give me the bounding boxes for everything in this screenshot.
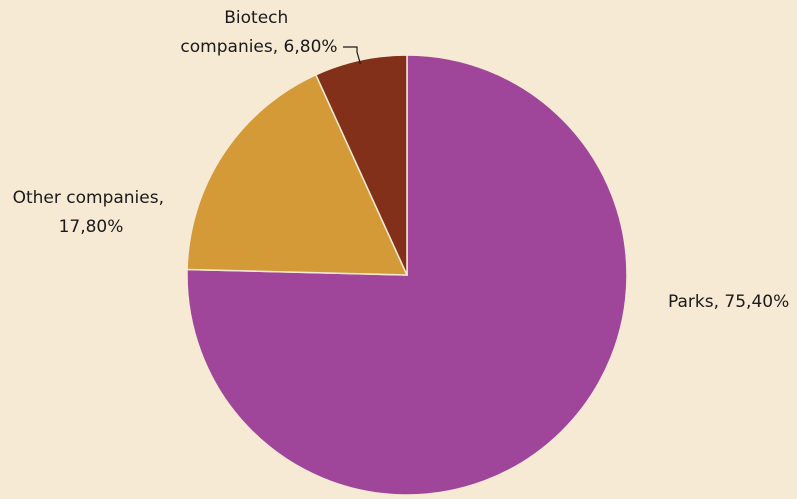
slice-label-parks: Parks, 75,40% — [668, 292, 789, 312]
slice-label-biotech-companies: Biotech companies, 6,80% — [180, 8, 337, 57]
slice-label-other-companies-line-2: 17,80% — [59, 217, 124, 237]
pie-slice-other-companies — [186, 73, 409, 276]
pie-slice-biotech-companies — [314, 54, 408, 276]
pie-slices — [186, 54, 628, 496]
slice-label-biotech-companies-line-1: Biotech — [224, 8, 288, 28]
biotech-leader-line — [343, 46, 361, 65]
slice-label-other-companies: Other companies, 17,80% — [13, 188, 170, 237]
slice-label-other-companies-line-1: Other companies, — [13, 188, 164, 208]
slice-label-parks-line-1: Parks, 75,40% — [668, 292, 789, 312]
slice-label-biotech-companies-line-2: companies, 6,80% — [180, 37, 337, 57]
